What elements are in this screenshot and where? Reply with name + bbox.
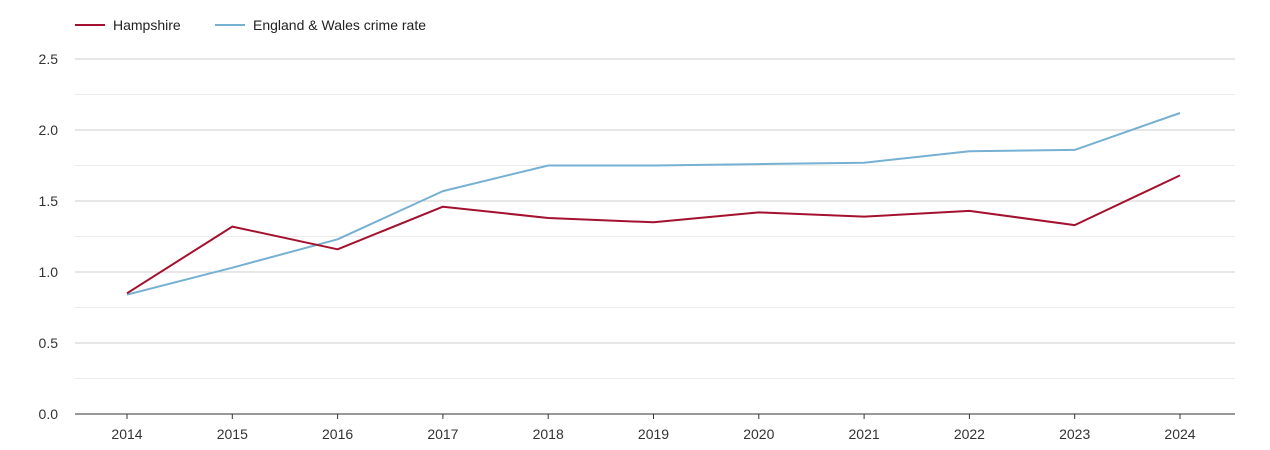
x-tick-label: 2017 — [427, 426, 458, 442]
y-tick-label: 1.0 — [39, 264, 59, 280]
x-tick-label: 2024 — [1164, 426, 1195, 442]
y-tick-label: 1.5 — [39, 193, 59, 209]
legend-label: England & Wales crime rate — [253, 17, 426, 33]
y-tick-label: 0.5 — [39, 335, 59, 351]
y-tick-label: 2.5 — [39, 51, 59, 67]
y-axis: 0.0 0.5 1.0 1.5 2.0 2.5 — [39, 51, 59, 422]
x-tick-label: 2014 — [111, 426, 142, 442]
x-tick-label: 2015 — [217, 426, 248, 442]
y-tick-label: 2.0 — [39, 122, 59, 138]
x-tick-label: 2016 — [322, 426, 353, 442]
series-line-hampshire — [126, 174, 1181, 295]
gridlines — [75, 58, 1235, 379]
x-tick-label: 2018 — [533, 426, 564, 442]
series-group — [126, 112, 1181, 296]
legend-item[interactable]: Hampshire — [75, 17, 181, 33]
x-tick-label: 2023 — [1059, 426, 1090, 442]
series-line-england-wales — [126, 112, 1181, 296]
y-tick-label: 0.0 — [39, 406, 59, 422]
x-tick-label: 2019 — [638, 426, 669, 442]
legend-item[interactable]: England & Wales crime rate — [215, 17, 426, 33]
x-tick-label: 2020 — [743, 426, 774, 442]
legend: Hampshire England & Wales crime rate — [75, 17, 426, 33]
x-tick-label: 2022 — [954, 426, 985, 442]
legend-label: Hampshire — [113, 17, 181, 33]
x-tick-label: 2021 — [849, 426, 880, 442]
x-axis: 2014 2015 2016 2017 2018 2019 2020 2021 2022 2023… — [75, 413, 1235, 442]
